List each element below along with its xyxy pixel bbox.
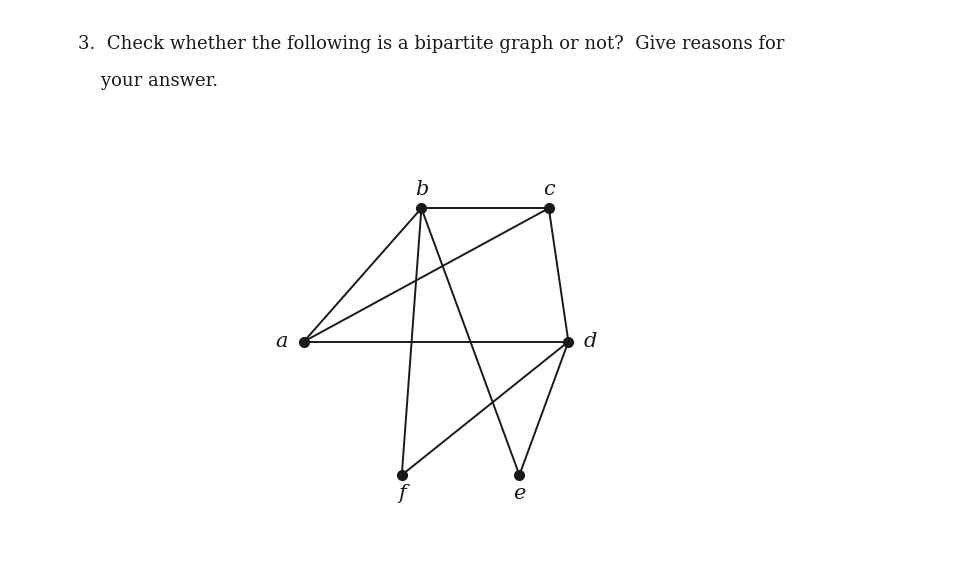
- Text: d: d: [584, 332, 597, 351]
- Text: a: a: [275, 332, 288, 351]
- Text: b: b: [415, 180, 428, 199]
- Text: 3.  Check whether the following is a bipartite graph or not?  Give reasons for: 3. Check whether the following is a bipa…: [78, 35, 785, 53]
- Text: e: e: [514, 484, 525, 503]
- Text: f: f: [398, 484, 406, 503]
- Text: your answer.: your answer.: [78, 72, 219, 90]
- Text: c: c: [543, 180, 555, 199]
